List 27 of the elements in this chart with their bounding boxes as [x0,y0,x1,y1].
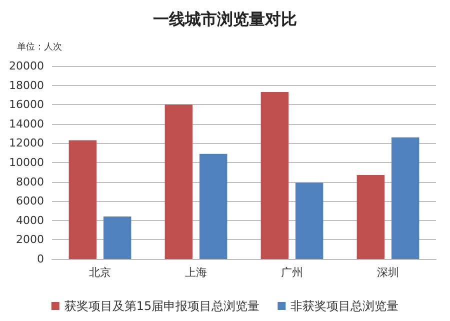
y-tick-label: 8000 [16,175,44,188]
y-tick-label: 12000 [9,136,44,150]
y-tick-label: 2000 [16,233,44,246]
bar [164,104,193,259]
y-tick-label: 6000 [16,194,44,208]
x-tick-label: 上海 [185,266,207,279]
bar [356,175,385,259]
y-tick-label: 18000 [9,78,44,92]
x-tick-label: 北京 [89,266,111,279]
chart-title: 一线城市浏览量对比 [153,10,297,28]
x-tick-label: 广州 [281,266,303,279]
bar [103,216,132,259]
y-tick-label: 16000 [9,98,44,112]
y-axis-title: 单位：人次 [17,42,62,52]
x-tick-label: 深圳 [377,266,399,279]
y-tick-label: 10000 [9,156,44,169]
bar [199,154,228,259]
y-tick-label: 20000 [9,60,44,72]
legend-label: 非获奖项目总浏览量 [290,299,399,313]
y-tick-label: 0 [37,252,44,266]
legend-label: 获奖项目及第15届申报项目总浏览量 [64,299,260,313]
bar [260,92,289,259]
bar [295,182,324,259]
y-tick-label: 4000 [16,214,44,227]
bar [68,140,97,259]
bar [391,137,420,259]
y-tick-label: 14000 [9,117,44,130]
